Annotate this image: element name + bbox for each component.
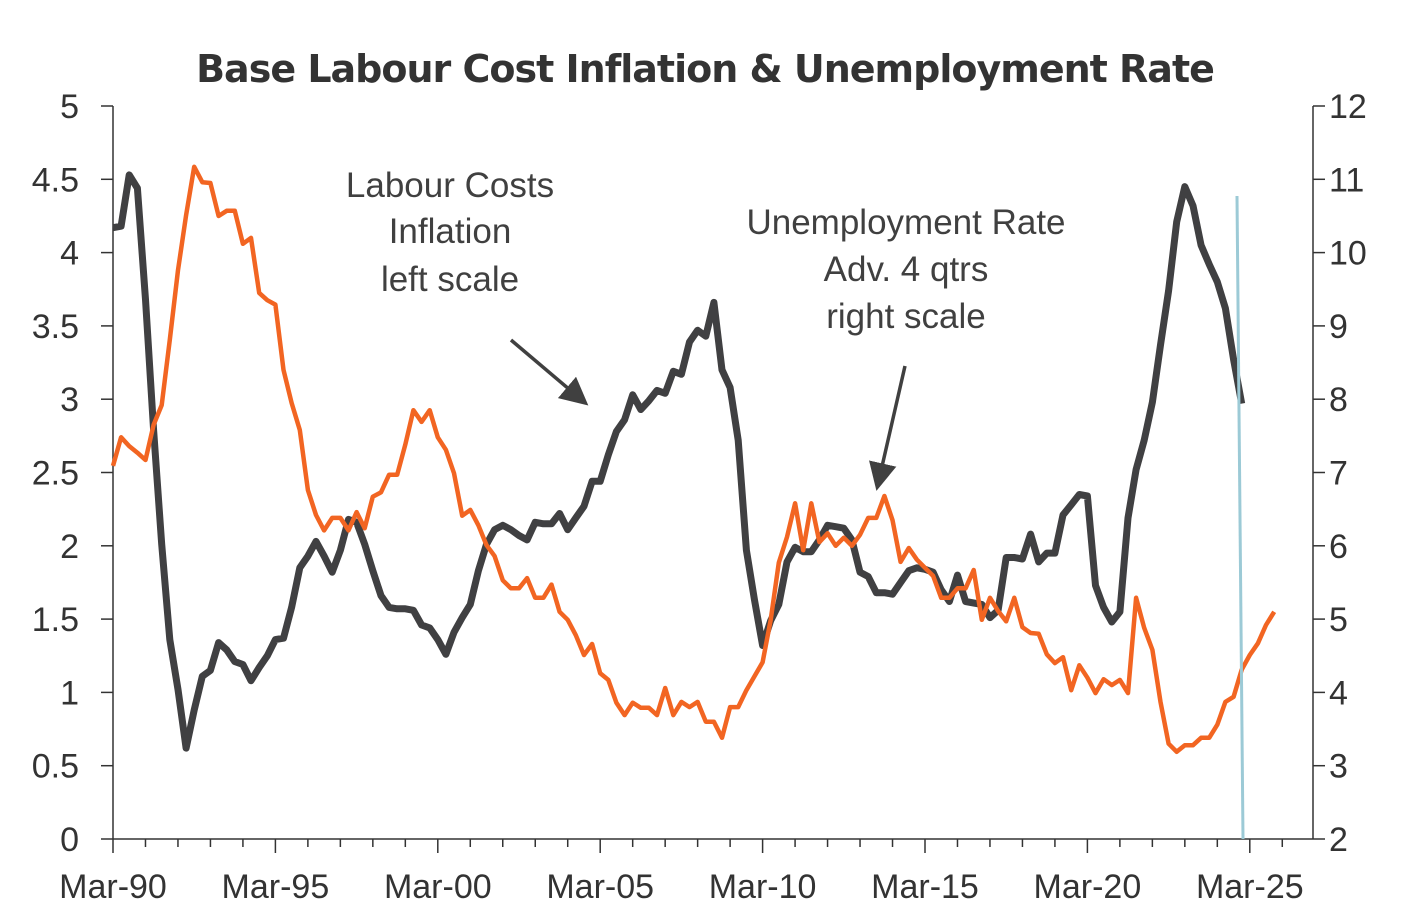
right-tick-label: 10 — [1329, 235, 1367, 273]
left-tick-label: 3 — [60, 381, 79, 419]
annotation-unemp-line-3: right scale — [826, 297, 986, 336]
left-tick-label: 0 — [60, 821, 79, 859]
right-tick-label: 11 — [1329, 161, 1364, 199]
left-tick-label: 2.5 — [32, 455, 79, 493]
x-tick-label: Mar-95 — [222, 868, 330, 906]
right-tick-label: 3 — [1329, 748, 1348, 786]
left-tick-label: 5 — [60, 88, 79, 126]
x-tick-label: Mar-10 — [709, 868, 817, 906]
right-tick-label: 5 — [1329, 601, 1348, 639]
annotation-unemp-line-2: Adv. 4 qtrs — [824, 250, 989, 289]
left-tick-label: 0.5 — [32, 748, 79, 786]
annotations: Labour Costs Inflation left scale Unempl… — [346, 166, 1066, 491]
arrow-labour — [509, 338, 589, 406]
labour-cost-inflation-line — [112, 171, 1246, 752]
right-tick-label: 12 — [1329, 88, 1367, 126]
annotation-labour-line-1: Labour Costs — [346, 166, 554, 205]
left-tick-label: 1.5 — [32, 601, 79, 639]
x-tick-label: Mar-05 — [546, 868, 654, 906]
axes: 0 0.5 1 1.5 2 2.5 3 3.5 4 4.5 5 2 3 4 5 6 7 8 9 10 11 12 Mar-9… — [32, 88, 1367, 906]
x-tick-label: Mar-20 — [1034, 868, 1142, 906]
right-tick-label: 2 — [1329, 821, 1348, 859]
x-tick-label: Mar-90 — [59, 868, 167, 906]
annotation-labour-line-2: Inflation — [389, 212, 512, 251]
annotation-labour-line-3: left scale — [381, 260, 519, 299]
right-tick-label: 4 — [1329, 674, 1348, 712]
x-tick-label: Mar-00 — [384, 868, 492, 906]
marker-vertical-line — [1235, 195, 1245, 840]
x-tick-label: Mar-25 — [1196, 868, 1304, 906]
chart-title: Base Labour Cost Inflation & Unemploymen… — [196, 47, 1214, 91]
arrow-unemployment — [869, 365, 907, 491]
left-tick-label: 4.5 — [32, 161, 79, 199]
annotation-unemp-line-1: Unemployment Rate — [746, 203, 1065, 242]
right-tick-label: 6 — [1329, 528, 1348, 566]
series-lines — [110, 164, 1277, 840]
left-tick-label: 2 — [60, 528, 79, 566]
x-tick-label: Mar-15 — [871, 868, 979, 906]
unemployment-rate-line — [110, 164, 1277, 755]
left-tick-label: 1 — [60, 674, 79, 712]
left-tick-label: 4 — [60, 235, 79, 273]
left-tick-label: 3.5 — [32, 308, 79, 346]
right-tick-label: 9 — [1329, 308, 1348, 346]
right-tick-label: 7 — [1329, 455, 1348, 493]
right-tick-label: 8 — [1329, 381, 1348, 419]
